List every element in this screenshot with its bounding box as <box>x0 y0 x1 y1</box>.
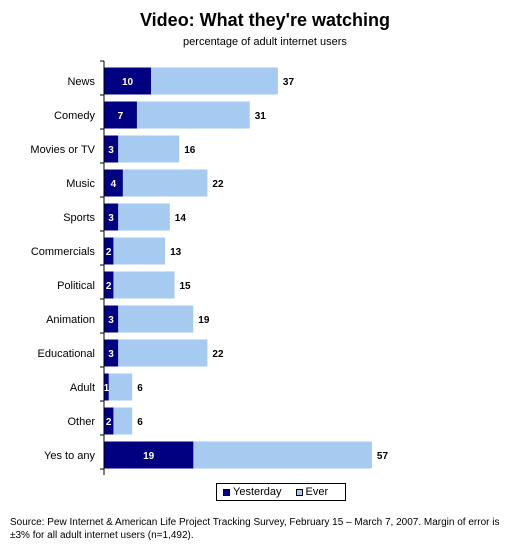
bar-yesterday-sports <box>104 203 119 231</box>
bar-yesterday-music <box>104 169 123 197</box>
category-label-educational: Educational <box>38 348 96 360</box>
category-label-news: News <box>67 76 95 88</box>
value-label-ever-educational: 22 <box>212 349 224 360</box>
value-label-ever-comedy: 31 <box>255 111 267 122</box>
category-label-political: Political <box>57 280 95 292</box>
value-label-ever-adult: 6 <box>137 383 143 394</box>
value-label-ever-music: 22 <box>212 179 224 190</box>
bar-yesterday-yes-to-any <box>104 441 194 469</box>
value-label-ever-commercials: 13 <box>170 247 182 258</box>
legend-swatch-yesterday <box>223 488 230 496</box>
value-label-ever-yes-to-any: 57 <box>377 451 389 462</box>
legend-item-ever: Ever <box>295 486 329 498</box>
bar-yesterday-commercials <box>104 237 114 265</box>
source-note: Source: Pew Internet & American Life Pro… <box>10 517 500 541</box>
category-label-commercials: Commercials <box>31 246 96 258</box>
bar-yesterday-adult <box>104 373 109 401</box>
category-label-movies-or-tv: Movies or TV <box>30 144 95 156</box>
legend-label-ever: Ever <box>305 486 329 498</box>
bar-yesterday-comedy <box>104 101 137 129</box>
bar-yesterday-movies-or-tv <box>104 135 119 163</box>
value-label-yesterday-sports: 3 <box>108 213 114 224</box>
value-label-yesterday-commercials: 2 <box>106 247 112 258</box>
category-label-music: Music <box>66 178 95 190</box>
bar-yesterday-political <box>104 271 114 299</box>
legend-item-yesterday: Yesterday <box>223 486 282 498</box>
bar-yesterday-educational <box>104 339 119 367</box>
legend: Yesterday Ever <box>216 483 346 501</box>
value-label-yesterday-music: 4 <box>111 179 117 190</box>
value-label-ever-news: 37 <box>283 77 295 88</box>
category-label-sports: Sports <box>63 212 95 224</box>
value-label-yesterday-educational: 3 <box>108 349 114 360</box>
value-label-yesterday-political: 2 <box>106 281 112 292</box>
bar-yesterday-other <box>104 407 114 435</box>
chart-subtitle: percentage of adult internet users <box>183 36 347 48</box>
value-label-yesterday-movies-or-tv: 3 <box>108 145 114 156</box>
legend-swatch-ever <box>295 488 303 496</box>
value-label-yesterday-yes-to-any: 19 <box>143 451 155 462</box>
bar-ever-commercials <box>104 237 166 265</box>
bar-ever-educational <box>104 339 208 367</box>
bar-ever-animation <box>104 305 194 333</box>
category-label-adult: Adult <box>70 382 95 394</box>
category-label-yes-to-any: Yes to any <box>44 450 95 462</box>
chart-title: Video: What they're watching <box>140 10 390 30</box>
value-label-ever-other: 6 <box>137 417 143 428</box>
category-label-animation: Animation <box>46 314 95 326</box>
value-label-yesterday-news: 10 <box>122 77 134 88</box>
value-label-yesterday-adult: 1 <box>104 383 110 394</box>
bar-ever-political <box>104 271 175 299</box>
category-label-other: Other <box>67 416 95 428</box>
category-label-comedy: Comedy <box>54 110 95 122</box>
value-label-ever-sports: 14 <box>175 213 187 224</box>
bar-yesterday-animation <box>104 305 119 333</box>
value-label-ever-political: 15 <box>180 281 192 292</box>
value-label-yesterday-comedy: 7 <box>118 111 124 122</box>
bar-yesterday-news <box>104 67 151 95</box>
value-label-ever-movies-or-tv: 16 <box>184 145 196 156</box>
legend-label-yesterday: Yesterday <box>233 486 282 498</box>
value-label-yesterday-animation: 3 <box>108 315 114 326</box>
value-label-yesterday-other: 2 <box>106 417 112 428</box>
value-label-ever-animation: 19 <box>198 315 210 326</box>
